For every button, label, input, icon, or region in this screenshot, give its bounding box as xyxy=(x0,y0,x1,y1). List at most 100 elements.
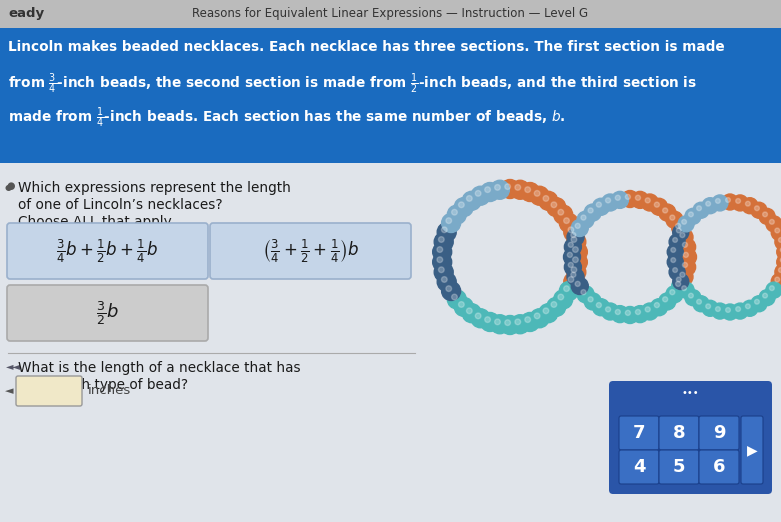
Circle shape xyxy=(671,247,676,252)
Circle shape xyxy=(539,304,558,323)
Circle shape xyxy=(471,309,490,328)
Circle shape xyxy=(746,201,751,206)
Circle shape xyxy=(569,263,573,267)
Circle shape xyxy=(593,299,609,316)
Circle shape xyxy=(626,194,630,199)
Circle shape xyxy=(577,286,594,303)
Circle shape xyxy=(597,202,601,207)
Circle shape xyxy=(551,202,557,208)
Circle shape xyxy=(571,278,588,294)
Circle shape xyxy=(676,223,681,229)
FancyBboxPatch shape xyxy=(699,416,739,450)
Circle shape xyxy=(679,258,696,276)
Text: made from $\frac{1}{4}$-inch beads. Each section has the same number of beads, $: made from $\frac{1}{4}$-inch beads. Each… xyxy=(8,106,565,130)
FancyBboxPatch shape xyxy=(7,285,208,341)
Circle shape xyxy=(437,272,456,291)
Circle shape xyxy=(438,236,444,242)
Circle shape xyxy=(775,234,781,250)
Text: 8: 8 xyxy=(672,424,685,442)
FancyBboxPatch shape xyxy=(619,416,659,450)
Text: •••: ••• xyxy=(682,388,699,398)
Circle shape xyxy=(448,205,466,224)
Circle shape xyxy=(654,202,659,207)
Circle shape xyxy=(521,183,540,201)
Text: What is the length of a necklace that has: What is the length of a necklace that ha… xyxy=(18,361,301,375)
FancyBboxPatch shape xyxy=(699,450,739,484)
Circle shape xyxy=(601,303,619,320)
Circle shape xyxy=(659,293,676,310)
Circle shape xyxy=(667,244,683,260)
Text: 5: 5 xyxy=(672,458,685,476)
Circle shape xyxy=(676,268,693,286)
Circle shape xyxy=(501,315,519,335)
Circle shape xyxy=(466,308,473,314)
Circle shape xyxy=(572,257,578,263)
Text: $\frac{3}{2}b$: $\frac{3}{2}b$ xyxy=(96,299,119,327)
Circle shape xyxy=(759,290,775,306)
Circle shape xyxy=(571,236,577,242)
Circle shape xyxy=(505,320,511,326)
Circle shape xyxy=(641,303,658,320)
Circle shape xyxy=(577,211,594,228)
Circle shape xyxy=(567,268,584,286)
Circle shape xyxy=(676,229,693,246)
Circle shape xyxy=(659,204,676,221)
Circle shape xyxy=(732,303,748,319)
Circle shape xyxy=(651,198,668,215)
FancyBboxPatch shape xyxy=(609,381,772,494)
Circle shape xyxy=(588,208,593,213)
Circle shape xyxy=(437,257,443,263)
Circle shape xyxy=(742,300,758,316)
Circle shape xyxy=(471,186,490,205)
Circle shape xyxy=(485,317,490,323)
Text: 7: 7 xyxy=(633,424,645,442)
FancyBboxPatch shape xyxy=(7,223,208,279)
Circle shape xyxy=(476,191,481,196)
Circle shape xyxy=(697,299,701,304)
Circle shape xyxy=(676,277,681,282)
Circle shape xyxy=(683,263,687,267)
Circle shape xyxy=(612,305,629,323)
Circle shape xyxy=(712,303,728,319)
FancyBboxPatch shape xyxy=(210,223,411,279)
Circle shape xyxy=(588,296,593,302)
Text: 9: 9 xyxy=(713,424,726,442)
Text: from $\frac{3}{4}$-inch beads, the second section is made from $\frac{1}{2}$-inc: from $\frac{3}{4}$-inch beads, the secon… xyxy=(8,72,697,96)
Text: ●: ● xyxy=(5,183,12,192)
Circle shape xyxy=(669,234,685,250)
Circle shape xyxy=(685,208,701,224)
Circle shape xyxy=(769,286,774,291)
Circle shape xyxy=(775,228,779,233)
Circle shape xyxy=(515,319,521,325)
Circle shape xyxy=(451,294,458,300)
Circle shape xyxy=(543,196,549,201)
Circle shape xyxy=(693,202,709,218)
Circle shape xyxy=(494,319,501,325)
Circle shape xyxy=(679,272,685,277)
Circle shape xyxy=(441,213,461,232)
Circle shape xyxy=(441,277,448,282)
FancyBboxPatch shape xyxy=(659,450,699,484)
Circle shape xyxy=(682,286,686,291)
FancyBboxPatch shape xyxy=(659,416,699,450)
Circle shape xyxy=(433,253,451,271)
Circle shape xyxy=(626,310,630,315)
Circle shape xyxy=(521,313,540,331)
Circle shape xyxy=(775,264,781,280)
Circle shape xyxy=(480,183,500,201)
Circle shape xyxy=(754,206,759,211)
Circle shape xyxy=(672,219,689,236)
Circle shape xyxy=(559,281,579,301)
Text: 4: 4 xyxy=(633,458,645,476)
Circle shape xyxy=(751,296,767,312)
Circle shape xyxy=(666,286,683,303)
Circle shape xyxy=(632,192,648,208)
Circle shape xyxy=(441,227,448,233)
Circle shape xyxy=(693,296,709,312)
Text: of one of Lincoln’s necklaces?: of one of Lincoln’s necklaces? xyxy=(18,198,223,212)
Circle shape xyxy=(777,254,781,270)
Circle shape xyxy=(534,191,540,196)
Text: Which expressions represent the length: Which expressions represent the length xyxy=(18,181,291,195)
Circle shape xyxy=(446,218,451,223)
Circle shape xyxy=(777,244,781,260)
